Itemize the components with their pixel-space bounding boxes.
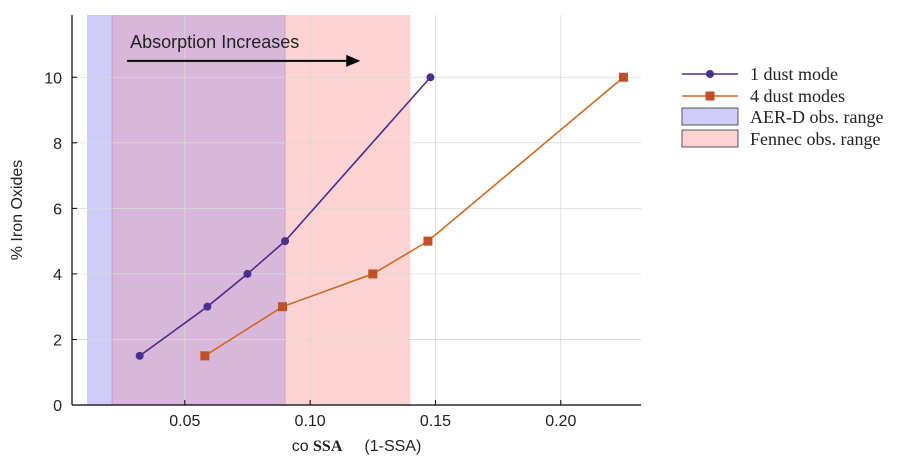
overlap-range-band xyxy=(112,15,286,405)
series-2-point xyxy=(368,269,378,279)
annotation-arrow-head xyxy=(346,54,361,67)
legend-swatch-fennec xyxy=(681,129,739,148)
x-tick-label: 0.15 xyxy=(420,413,451,430)
x-tick-label: 0.20 xyxy=(545,413,576,430)
legend-label-4-dust-modes: 4 dust modes xyxy=(750,86,845,106)
legend-marker-1-dust-mode xyxy=(706,70,714,78)
y-tick-label: 8 xyxy=(53,136,62,153)
series-2-point xyxy=(618,72,628,82)
series-2-point xyxy=(200,351,210,361)
x-axis-label-prefix: co xyxy=(292,438,313,455)
annotation: Absorption Increases xyxy=(127,32,361,67)
y-axis-label: % Iron Oxides xyxy=(9,160,26,260)
data-series xyxy=(135,72,628,361)
x-axis-label: co SSA (1-SSA) xyxy=(292,438,422,455)
legend-label-fennec: Fennec obs. range xyxy=(750,129,880,149)
y-tick-label: 0 xyxy=(53,398,62,415)
observation-ranges xyxy=(87,15,411,405)
x-tick-label: 0.05 xyxy=(169,413,200,430)
series-1-point xyxy=(281,237,290,246)
series-1-point xyxy=(203,302,212,311)
legend-label-aer-d: AER-D obs. range xyxy=(750,107,883,127)
legend-marker-4-dust-modes xyxy=(705,91,715,101)
legend-swatch-aer-d xyxy=(681,107,739,126)
series-2-point xyxy=(423,236,433,246)
x-tick-label: 0.10 xyxy=(295,413,326,430)
series-1-point xyxy=(243,269,252,278)
series-2-point xyxy=(278,302,288,312)
axes xyxy=(71,15,641,406)
y-tick-label: 4 xyxy=(53,267,62,284)
axis-labels: % Iron Oxides co SSA (1-SSA) xyxy=(9,160,421,455)
series-1-point xyxy=(426,73,435,82)
y-tick-label: 2 xyxy=(53,332,62,349)
tick-labels: 0.05 0.10 0.15 0.20 0 2 4 6 8 10 xyxy=(44,70,576,430)
y-tick-label: 6 xyxy=(53,201,62,218)
legend-label-1-dust-mode: 1 dust mode xyxy=(750,64,838,84)
x-axis-label-bold: SSA xyxy=(313,438,343,455)
series-1-point xyxy=(135,351,144,360)
x-axis-label-suffix: (1-SSA) xyxy=(364,438,421,455)
annotation-text: Absorption Increases xyxy=(130,32,299,52)
y-tick-label: 10 xyxy=(44,70,62,87)
